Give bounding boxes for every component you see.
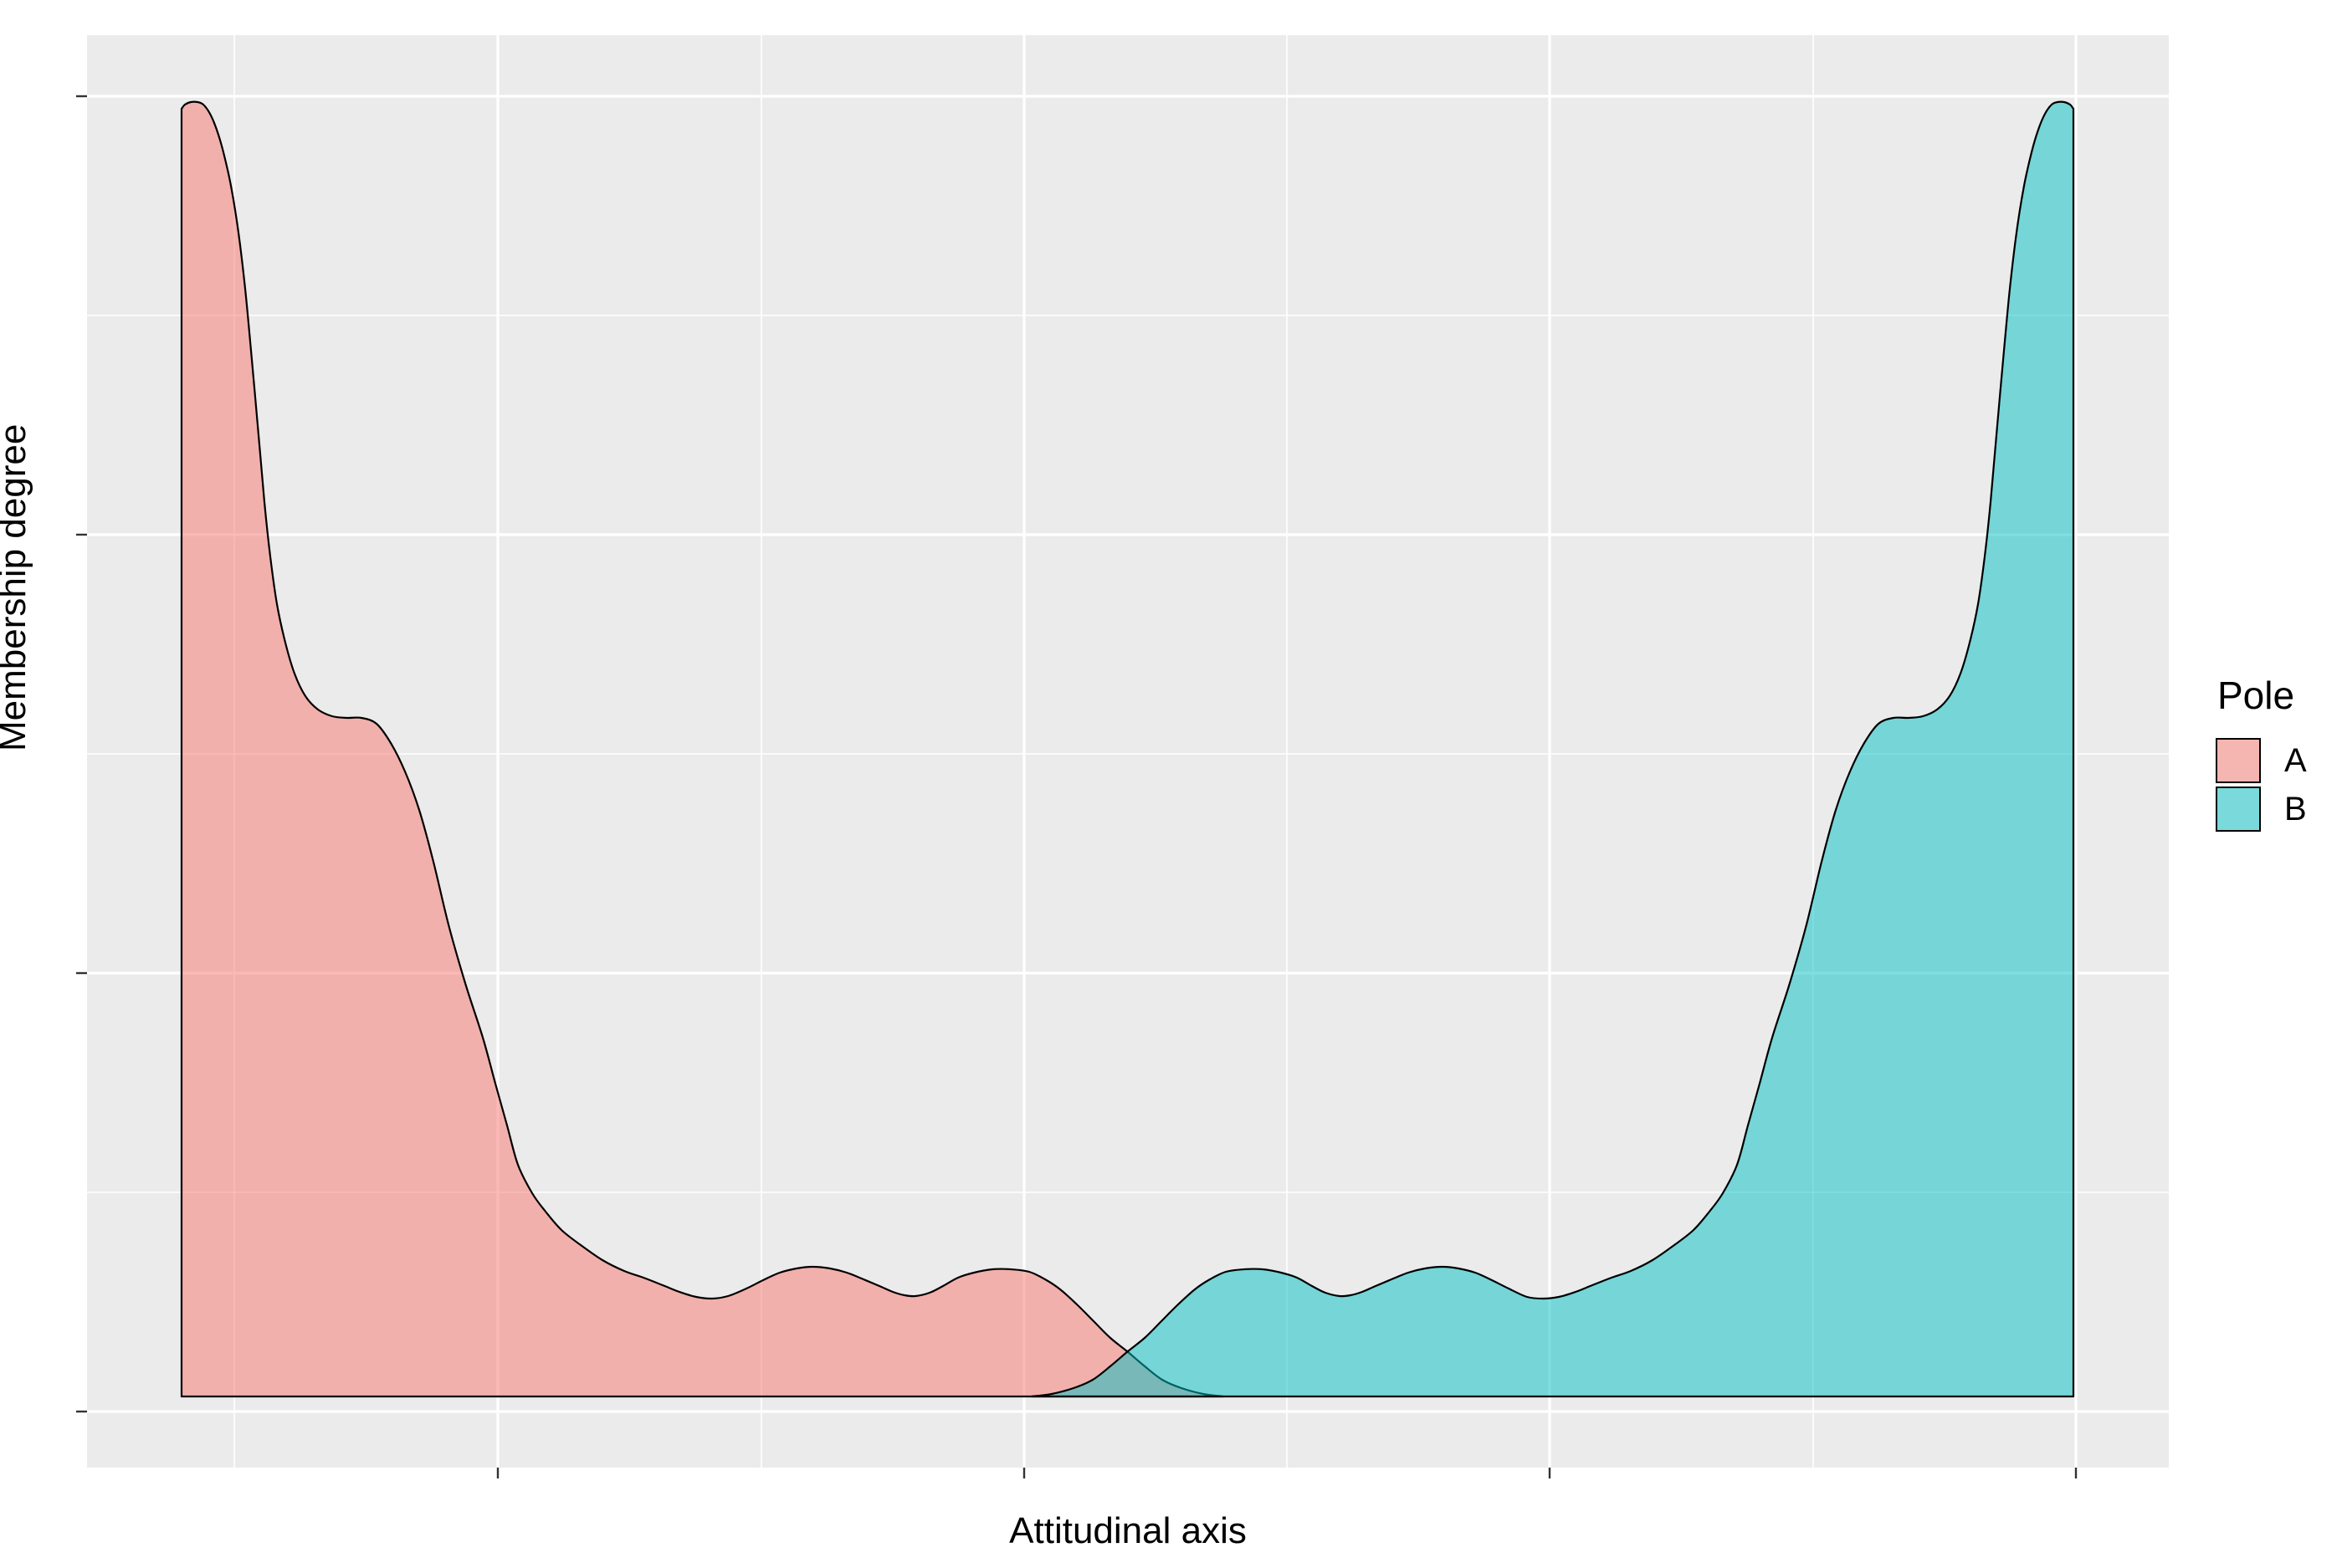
y-axis-title: Membership degree	[0, 423, 33, 751]
legend-swatch-a	[2216, 738, 2261, 783]
area-series-B	[1030, 100, 2075, 1398]
legend-label-a: A	[2284, 742, 2307, 779]
legend-item-a: A	[2216, 738, 2307, 783]
x-axis-title: Attitudinal axis	[1009, 1510, 1247, 1551]
legend-title: Pole	[2217, 674, 2295, 717]
legend: Pole A B	[2216, 676, 2307, 835]
area-series-A	[180, 100, 1225, 1398]
legend-swatch-b	[2216, 787, 2261, 832]
legend-item-b: B	[2216, 787, 2307, 832]
legend-label-b: B	[2284, 791, 2307, 828]
